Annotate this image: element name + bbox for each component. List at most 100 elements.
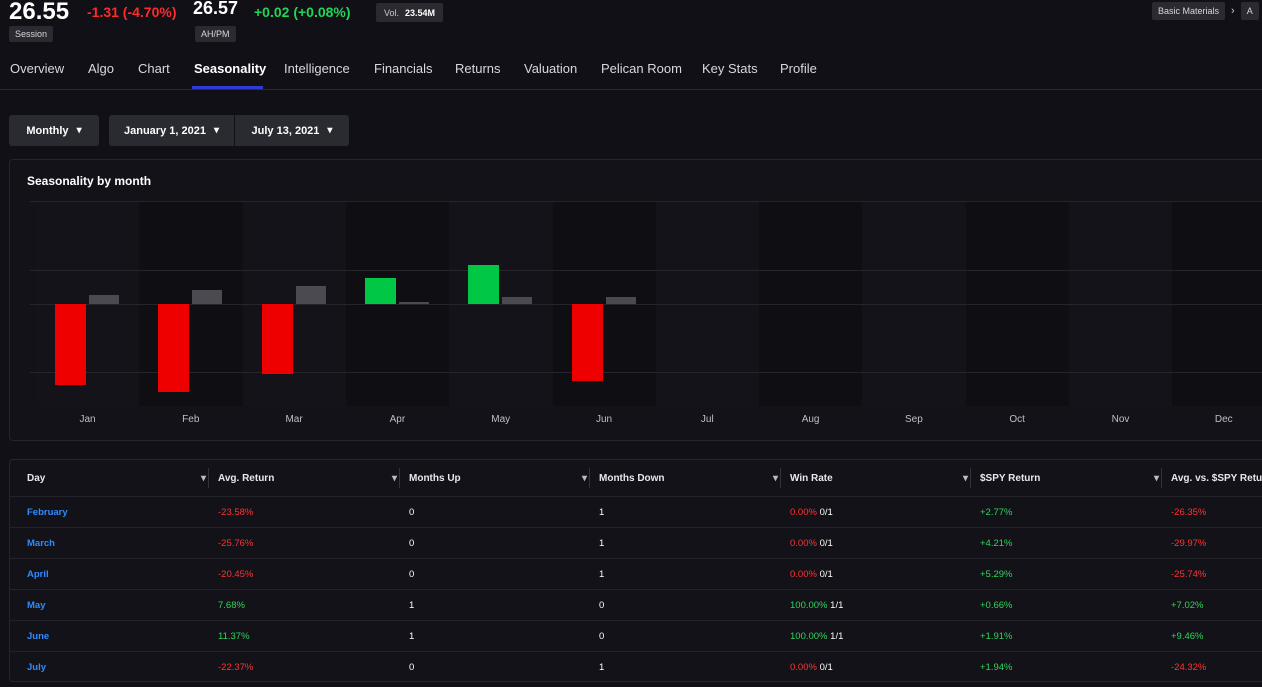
column-header[interactable]: Avg. vs. $SPY Retu bbox=[1171, 460, 1262, 496]
return-bar[interactable] bbox=[364, 277, 396, 304]
vs-spy-cell: -24.32% bbox=[1171, 662, 1207, 673]
seasonality-chart-panel: Seasonality by month Jan Feb Mar Apr May Jun J… bbox=[9, 159, 1262, 441]
vs-spy-cell: -29.97% bbox=[1171, 538, 1207, 549]
tab-intelligence[interactable]: Intelligence bbox=[284, 61, 350, 76]
column-header[interactable]: Avg. Return ▾ bbox=[218, 460, 409, 496]
tab-chart[interactable]: Chart bbox=[138, 61, 170, 76]
after-hours-price: 26.57 bbox=[193, 0, 239, 18]
column-header-label: Months Down bbox=[599, 472, 665, 484]
months-down-cell: 0 bbox=[599, 600, 605, 611]
active-tab-indicator bbox=[192, 86, 263, 89]
month-link[interactable]: May bbox=[27, 600, 46, 611]
table-row: February -23.58% 0 1 0.00% 0/1 +2.77% -26.35% bbox=[10, 496, 1262, 527]
period-dropdown[interactable]: Monthly ▾ bbox=[9, 115, 99, 146]
return-bar[interactable] bbox=[158, 304, 190, 393]
month-link[interactable]: June bbox=[27, 631, 50, 642]
month-link[interactable]: February bbox=[27, 507, 68, 518]
tab-overview[interactable]: Overview bbox=[10, 61, 65, 76]
x-tick-label: Mar bbox=[285, 414, 303, 425]
tab-profile[interactable]: Profile bbox=[780, 61, 817, 76]
column-divider bbox=[589, 468, 590, 488]
session-label: Session bbox=[9, 26, 54, 42]
spy-return-bar[interactable] bbox=[89, 294, 119, 304]
column-header[interactable]: $SPY Return ▾ bbox=[980, 460, 1171, 496]
tab-seasonality[interactable]: Seasonality bbox=[194, 61, 267, 76]
chevron-down-icon: ▾ bbox=[581, 472, 587, 484]
months-down-cell: 1 bbox=[599, 569, 605, 580]
chevron-down-icon: ▾ bbox=[772, 472, 778, 484]
win-rate-fraction: 0/1 bbox=[816, 507, 833, 518]
chevron-down-icon: ▾ bbox=[391, 472, 397, 484]
session-change: -1.31 (-4.70%) bbox=[87, 4, 177, 20]
tab-returns[interactable]: Returns bbox=[455, 61, 501, 76]
vs-spy-cell: +9.46% bbox=[1171, 631, 1204, 642]
spy-return-bar[interactable] bbox=[295, 285, 326, 304]
column-divider bbox=[208, 468, 209, 488]
months-down-cell: 1 bbox=[599, 507, 605, 518]
column-divider bbox=[780, 468, 781, 488]
x-tick-label: Jun bbox=[595, 414, 613, 425]
sector-breadcrumb: Basic Materials › A bbox=[1152, 2, 1259, 20]
spy-return-cell: +0.66% bbox=[980, 600, 1013, 611]
gridline bbox=[30, 372, 1262, 374]
tab-financials[interactable]: Financials bbox=[374, 61, 433, 76]
end-date-value: July 13, 2021 bbox=[251, 124, 320, 137]
avg-return-cell: -23.58% bbox=[218, 507, 254, 518]
months-down-cell: 1 bbox=[599, 662, 605, 673]
sector-chip[interactable]: Basic Materials bbox=[1152, 2, 1226, 20]
x-tick-label: Apr bbox=[389, 414, 406, 425]
x-tick-label: Jul bbox=[700, 414, 714, 425]
return-bar[interactable] bbox=[571, 304, 603, 381]
column-header-label: Win Rate bbox=[790, 472, 833, 484]
win-rate-fraction: 0/1 bbox=[816, 662, 833, 673]
avg-return-cell: 11.37% bbox=[218, 631, 250, 642]
seasonality-table: Day ▾ Avg. Return ▾ Months Up ▾ Months Down ▾ Wi… bbox=[9, 459, 1262, 682]
avg-return-cell: -25.76% bbox=[218, 538, 254, 549]
after-hours-change: +0.02 (+0.08%) bbox=[254, 4, 351, 20]
spy-return-cell: +5.29% bbox=[980, 569, 1013, 580]
tab-key-stats[interactable]: Key Stats bbox=[702, 61, 758, 76]
avg-return-cell: 7.68% bbox=[218, 600, 245, 611]
vs-spy-cell: -25.74% bbox=[1171, 569, 1207, 580]
win-rate-cell: 0.00% 0/1 bbox=[790, 507, 833, 518]
column-header[interactable]: Day ▾ bbox=[27, 460, 218, 496]
column-header[interactable]: Months Up ▾ bbox=[409, 460, 599, 496]
chevron-down-icon: ▾ bbox=[327, 125, 333, 136]
avg-return-cell: -22.37% bbox=[218, 662, 254, 673]
x-tick-label: Aug bbox=[801, 414, 820, 425]
column-header[interactable]: Win Rate ▾ bbox=[790, 460, 980, 496]
spy-return-bar[interactable] bbox=[192, 289, 223, 304]
session-price: 26.55 bbox=[9, 0, 70, 25]
column-divider bbox=[1161, 468, 1162, 488]
return-bar[interactable] bbox=[55, 304, 86, 385]
table-row: April -20.45% 0 1 0.00% 0/1 +5.29% -25.74% bbox=[10, 558, 1262, 589]
chevron-down-icon: ▾ bbox=[200, 472, 206, 484]
column-header[interactable]: Months Down ▾ bbox=[599, 460, 790, 496]
end-date-dropdown[interactable]: July 13, 2021 ▾ bbox=[235, 115, 349, 146]
column-header-label: Months Up bbox=[409, 472, 461, 484]
spy-return-bar[interactable] bbox=[605, 297, 636, 304]
tab-bar: Overview Algo Chart Seasonality Intellig… bbox=[0, 55, 1262, 90]
x-tick-label: Jan bbox=[79, 414, 96, 425]
tab-algo[interactable]: Algo bbox=[88, 61, 115, 76]
gridline bbox=[30, 269, 1262, 271]
return-bar[interactable] bbox=[261, 304, 293, 374]
chevron-down-icon: ▾ bbox=[1153, 472, 1159, 484]
x-tick-label: Nov bbox=[1111, 414, 1130, 425]
tab-valuation[interactable]: Valuation bbox=[524, 61, 578, 76]
industry-chip[interactable]: A bbox=[1240, 2, 1259, 20]
spy-return-bar[interactable] bbox=[502, 297, 533, 304]
return-bar[interactable] bbox=[468, 265, 500, 304]
table-row: March -25.76% 0 1 0.00% 0/1 +4.21% -29.97% bbox=[10, 527, 1262, 558]
month-link[interactable]: July bbox=[27, 662, 47, 673]
month-link[interactable]: April bbox=[27, 569, 49, 580]
spy-return-cell: +1.91% bbox=[980, 631, 1013, 642]
spy-return-bar[interactable] bbox=[398, 301, 429, 304]
start-date-dropdown[interactable]: January 1, 2021 ▾ bbox=[109, 115, 234, 146]
month-link[interactable]: March bbox=[27, 538, 55, 549]
months-up-cell: 0 bbox=[409, 569, 415, 580]
tab-pelican-room[interactable]: Pelican Room bbox=[601, 61, 682, 76]
start-date-value: January 1, 2021 bbox=[124, 124, 206, 137]
volume-badge: Vol. 23.54M bbox=[376, 3, 444, 22]
months-up-cell: 0 bbox=[409, 662, 415, 673]
